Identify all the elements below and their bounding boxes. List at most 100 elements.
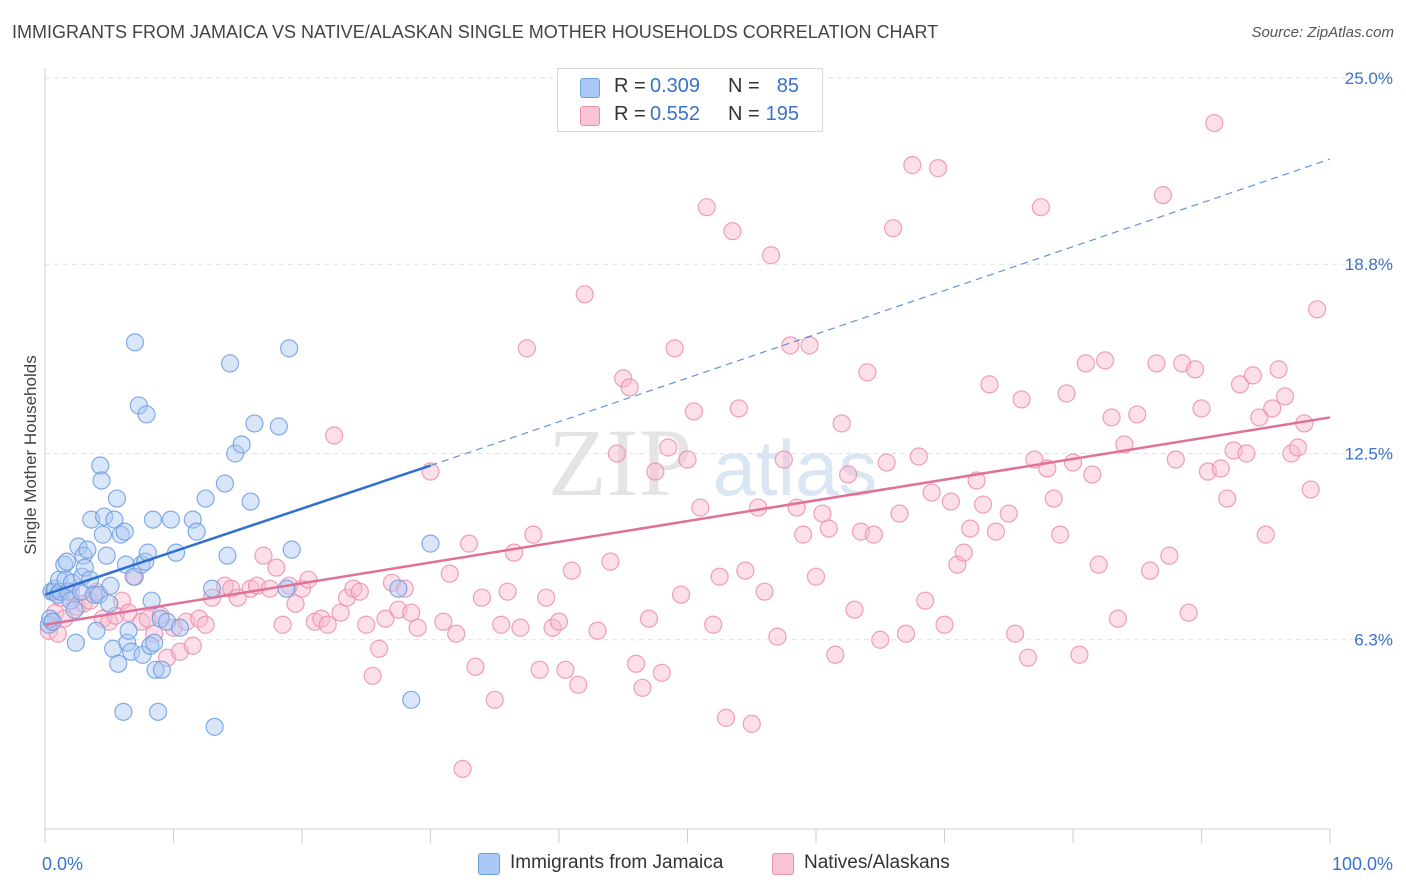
legend-r-value: 0.552 [650,103,701,125]
native-point [954,543,973,562]
native-point [800,336,819,355]
native-point [196,615,215,634]
native-point [755,582,774,601]
grid-layer [45,77,1395,641]
native-point [331,603,350,622]
native-point [813,504,832,523]
watermark-atlas-text: atlas [713,424,878,512]
native-point [626,654,646,673]
native-point [447,624,466,643]
native-point [1153,186,1173,205]
native-point [286,594,305,613]
native-point [524,525,543,544]
native-point [858,363,877,382]
bottom-legend-label: Natives/Alaskans [804,852,950,873]
native-point [504,543,524,562]
jamaica-point [142,591,161,610]
native-point [659,438,678,457]
jamaica-point [107,489,127,508]
native-point [1301,480,1320,499]
native-point [1018,648,1038,667]
native-point [1108,609,1128,628]
native-point [267,558,286,577]
native-point [498,582,517,601]
native-point [794,525,813,544]
native-point [633,678,652,697]
native-point [980,375,999,394]
jamaica-point [105,510,124,529]
y-tick-label: 18.8% [1345,255,1393,274]
native-point [318,615,337,634]
native-point [916,591,935,610]
native-point [678,450,697,469]
native-point [569,675,588,694]
legend-r-label: R = [614,75,646,97]
jamaica-point [215,474,234,493]
jamaica-point [97,546,116,565]
jamaica-point [146,660,165,679]
y-tick-label: 6.3% [1354,631,1393,650]
native-point [839,465,858,484]
legend-r-label: R = [614,103,646,125]
native-point [710,567,729,586]
native-point [1237,444,1256,463]
native-point [1070,645,1089,664]
native-point [1160,546,1179,565]
bottom-legend-swatch-blue [478,853,500,875]
native-point [684,402,704,421]
jamaica-point [75,558,94,577]
jamaica-point [170,618,190,637]
x-tick-label: 0.0% [42,854,83,874]
native-point [1051,525,1070,544]
native-point [999,504,1018,523]
jamaica-point [269,417,288,436]
native-point [376,609,395,628]
native-point [453,759,472,779]
native-point [1044,489,1063,508]
native-point [665,339,684,358]
native-point [826,645,845,664]
native-point [472,588,491,607]
native-point [1230,375,1250,394]
x-tick-label: 100.0% [1332,854,1393,874]
native-point [1140,561,1160,580]
tick-label-layer: 6.3% 12.5% 18.8% 25.0% 0.0% 100.0% [42,69,1393,874]
jamaica-point [205,717,224,736]
native-point [877,453,896,472]
native-point [768,627,787,646]
jamaica-point [148,702,168,721]
legend-swatch-blue [580,78,600,98]
native-point [408,618,427,637]
native-point [935,615,954,634]
native-point [1057,384,1076,403]
jamaica-point [66,633,85,652]
legend-row-natives: R = 0.552 N = 195 [558,101,820,129]
bottom-legend-label: Immigrants from Jamaica [510,852,724,873]
jamaica-point [95,507,114,526]
y-tick-label: 12.5% [1345,445,1393,464]
native-point [1076,354,1095,373]
native-point [556,660,575,679]
native-point [896,624,916,643]
jamaica-point [78,540,97,559]
jamaica-point [402,690,421,709]
native-point [639,609,659,628]
jamaica-point [245,414,264,433]
native-point [459,534,479,553]
native-point [466,657,485,676]
jamaica-point [143,510,163,529]
jamaica-point [125,333,145,352]
jamaica-point [57,552,76,571]
native-point [716,708,736,727]
legend-r-value: 0.309 [650,75,701,97]
native-point [1211,459,1230,478]
native-point [1089,555,1108,574]
legend-n-label: N = [728,75,760,97]
native-point [1250,408,1269,427]
native-point [961,519,980,538]
native-point [607,444,626,463]
native-point [671,585,691,604]
watermark-zip-text: ZIP [548,409,692,516]
jamaica-point [220,354,240,373]
